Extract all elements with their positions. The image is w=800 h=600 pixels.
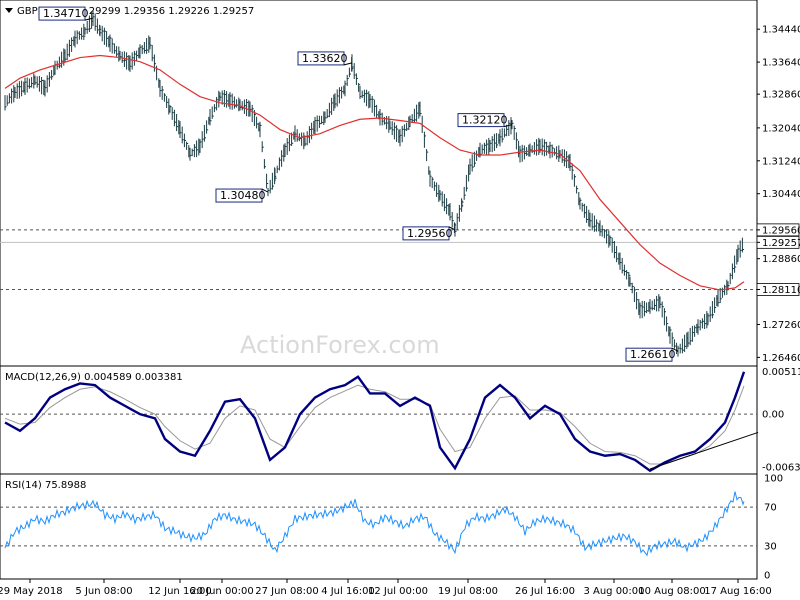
- y-tick-label: 1.32860: [762, 90, 800, 101]
- y-tick-label: 1.28110: [762, 285, 800, 296]
- annotation-box: [457, 113, 505, 128]
- annotation-label: 1.30480: [220, 189, 266, 202]
- price-bars: [4, 10, 744, 357]
- price-annotation: 1.30480: [215, 188, 269, 203]
- rsi-y-tick-label: 30: [764, 541, 777, 552]
- rsi-y-tick-label: 70: [764, 503, 777, 514]
- annotation-box: [402, 226, 450, 241]
- rsi-y-tick-label: 100: [764, 474, 783, 485]
- x-tick-label: 5 Jun 08:00: [75, 586, 132, 597]
- annotation-label: 1.32120: [462, 114, 508, 127]
- price-annotation: 1.26610: [625, 347, 679, 362]
- annotation-leader: [503, 124, 513, 128]
- annotation-leader: [84, 17, 94, 21]
- annotation-leader: [448, 226, 456, 231]
- y-tick-label: 1.27260: [762, 320, 800, 331]
- macd-y-tick-label: -0.006379: [762, 463, 800, 474]
- annotation-label: 1.33620: [302, 52, 348, 65]
- annotation-label: 1.34710: [43, 7, 89, 20]
- price-header: GBPUSD,H4 1.29299 1.29356 1.29226 1.2925…: [17, 6, 254, 17]
- macd-trendline: [649, 431, 759, 470]
- dropdown-arrow-icon[interactable]: [5, 8, 13, 13]
- macd-signal-line: [4, 384, 745, 465]
- x-tick-label: 29 May 2018: [0, 586, 63, 597]
- x-tick-label: 12 Jun 16:00: [148, 586, 212, 597]
- x-tick-label: 3 Aug 00:00: [583, 586, 644, 597]
- y-tick-label: 1.34440: [762, 25, 800, 36]
- annotation-leader: [343, 62, 353, 66]
- y-tick-label: 1.29560: [762, 225, 800, 236]
- y-tick-label: 1.30440: [762, 189, 800, 200]
- annotation-label: 1.29560: [407, 227, 453, 240]
- x-tick-label: 4 Jul 16:00: [321, 586, 375, 597]
- watermark: ActionForex.com: [240, 331, 440, 359]
- y-tick-label: 1.32040: [762, 123, 800, 134]
- annotation-box: [625, 347, 673, 362]
- y-tick-label: 1.28860: [762, 254, 800, 265]
- rsi-panel-frame: [0, 473, 758, 580]
- moving-average-line: [4, 54, 745, 291]
- price-annotation: 1.29560: [402, 226, 456, 241]
- annotation-box: [215, 188, 263, 203]
- x-tick-label: 27 Jun 08:00: [255, 586, 319, 597]
- x-tick-label: 26 Jul 16:00: [515, 586, 575, 597]
- macd-y-tick-label: 0.00: [762, 410, 784, 421]
- x-tick-label: 20 Jun 00:00: [190, 586, 254, 597]
- y-tick-label: 1.29257: [762, 238, 800, 249]
- x-tick-label: 17 Aug 16:00: [704, 586, 771, 597]
- price-annotation: 1.33620: [297, 51, 353, 66]
- price-annotation: 1.34710: [38, 6, 94, 21]
- x-tick-label: 10 Aug 08:00: [638, 586, 705, 597]
- x-tick-label: 12 Jul 00:00: [368, 586, 428, 597]
- annotation-leader: [261, 188, 269, 193]
- macd-main-line: [4, 371, 746, 473]
- annotation-box: [297, 51, 345, 66]
- annotation-leader: [671, 347, 679, 352]
- macd-y-tick-label: 0.005112: [762, 367, 800, 378]
- annotation-label: 1.26610: [630, 348, 676, 361]
- y-tick-label: 1.31240: [762, 156, 800, 167]
- price-annotation: 1.32120: [457, 113, 513, 128]
- y-tick-label: 1.26460: [762, 353, 800, 364]
- rsi-y-tick-label: 0: [764, 571, 770, 582]
- rsi-line: [4, 491, 745, 557]
- y-tick-label: 1.33640: [762, 58, 800, 69]
- macd-header: MACD(12,26,9) 0.004589 0.003381: [5, 372, 183, 383]
- rsi-header: RSI(14) 75.8988: [5, 480, 86, 491]
- x-tick-label: 19 Jul 08:00: [438, 586, 498, 597]
- annotation-box: [38, 6, 86, 21]
